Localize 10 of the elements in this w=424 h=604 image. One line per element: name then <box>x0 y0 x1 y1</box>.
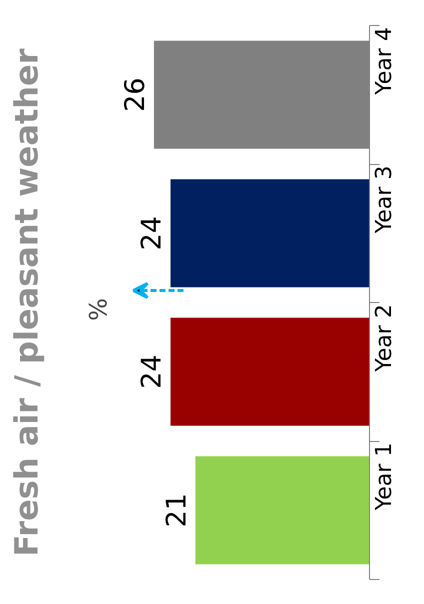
y-tick-label: Year 3 <box>372 166 397 234</box>
data-label: 21 <box>161 493 192 528</box>
data-label: 24 <box>136 216 168 250</box>
text: % <box>84 298 112 321</box>
data-label: 24 <box>136 354 168 389</box>
y-tick-label: Year 4 <box>372 27 397 96</box>
data-label: 26 <box>120 78 151 112</box>
y-tick-label: Year 1 <box>372 442 397 512</box>
y-tick-label: Year 2 <box>372 304 397 373</box>
text: Fresh air / pleasant weather <box>8 48 46 557</box>
